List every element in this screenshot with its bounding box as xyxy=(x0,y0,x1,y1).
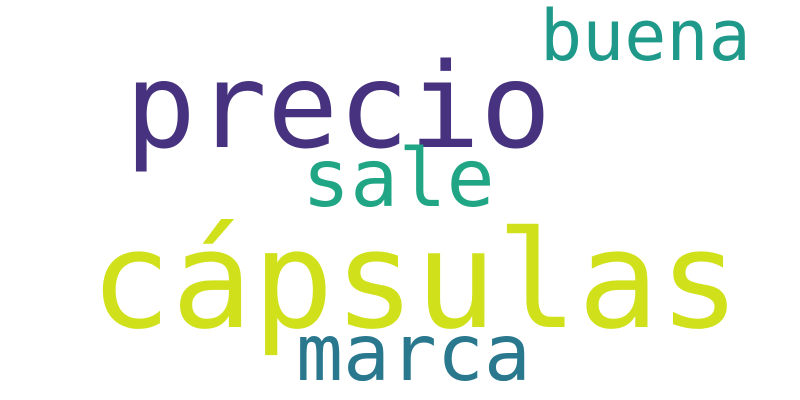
word-precio: precio xyxy=(125,37,552,175)
word-sale: sale xyxy=(302,132,495,225)
word-marca: marca xyxy=(296,309,531,399)
word-capsulas: cápsulas xyxy=(90,202,741,359)
word-buena: buena xyxy=(540,0,751,77)
